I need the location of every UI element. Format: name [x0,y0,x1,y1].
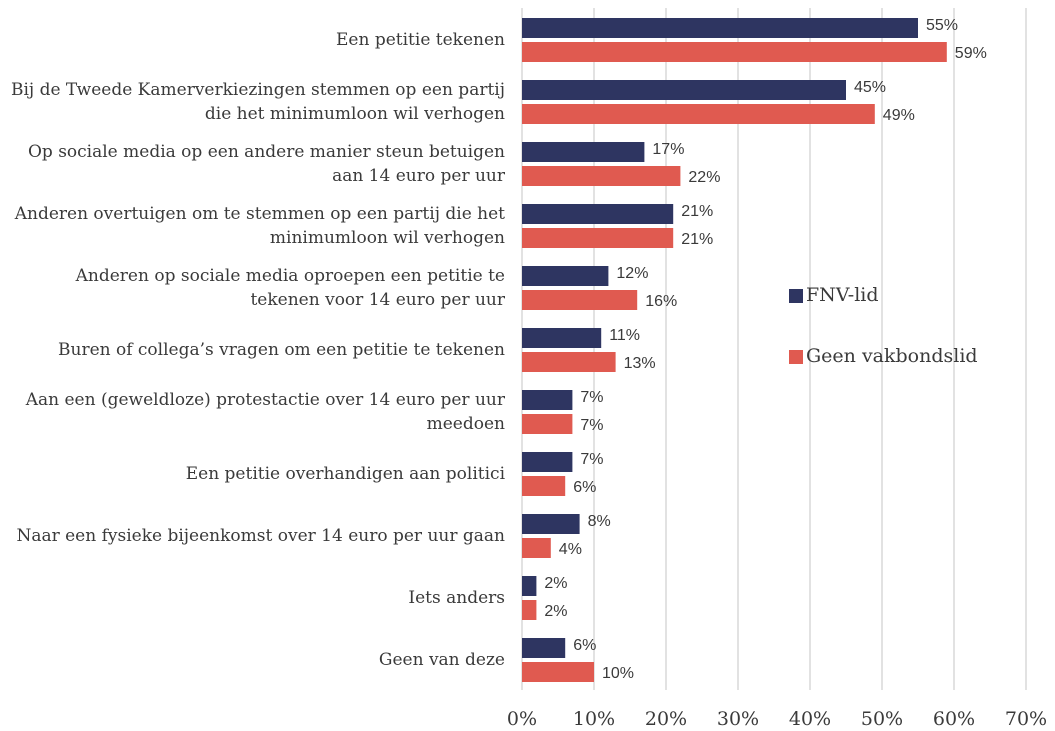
value-label: 6% [573,479,596,496]
value-label: 8% [588,513,611,530]
bar [522,142,645,162]
bar [522,538,551,558]
x-tick-label: 50% [861,708,903,730]
x-tick-label: 30% [717,708,759,730]
value-label: 7% [580,451,603,468]
bar [522,600,537,620]
category-label: Iets anders [408,588,505,608]
x-tick-label: 20% [645,708,687,730]
bar [522,576,537,596]
bar [522,290,638,310]
value-label: 2% [544,575,567,592]
x-tick-label: 0% [507,708,537,730]
bar [522,476,566,496]
value-label: 7% [580,417,603,434]
value-label: 45% [854,79,886,96]
bar [522,42,947,62]
value-label: 10% [602,665,634,682]
x-tick-label: 60% [933,708,975,730]
value-label: 55% [926,17,958,34]
bar [522,104,875,124]
legend-swatch [789,289,803,303]
bar [522,638,566,658]
bar [522,390,573,410]
bar [522,228,674,248]
category-label: Anderen op sociale media oproepen een pe… [75,266,505,310]
legend-swatch [789,350,803,364]
category-label: Anderen overtuigen om te stemmen op een … [14,204,505,248]
x-tick-label: 10% [573,708,615,730]
value-label: 6% [573,637,596,654]
bar [522,266,609,286]
category-label: Bij de Tweede Kamerverkiezingen stemmen … [10,80,505,124]
value-label: 17% [652,141,684,158]
bar [522,452,573,472]
value-label: 7% [580,389,603,406]
category-label: Geen van deze [378,650,505,670]
category-label: Een petitie tekenen [336,30,505,50]
x-tick-label: 40% [789,708,831,730]
legend-label: Geen vakbondslid [806,345,978,367]
bar [522,514,580,534]
value-label: 12% [616,265,648,282]
bar [522,414,573,434]
category-label: Buren of collega’s vragen om een petitie… [58,340,505,360]
value-label: 59% [955,45,987,62]
category-label: Op sociale media op een andere manier st… [27,142,505,186]
bar [522,662,594,682]
bar [522,204,674,224]
category-label: Aan een (geweldloze) protestactie over 1… [25,390,505,434]
value-label: 11% [609,327,640,344]
value-label: 22% [688,169,720,186]
value-label: 16% [645,293,677,310]
bar [522,80,846,100]
value-label: 13% [624,355,656,372]
category-label: Naar een fysieke bijeenkomst over 14 eur… [16,526,505,546]
bar [522,352,616,372]
value-label: 21% [681,203,713,220]
value-label: 21% [681,231,713,248]
bar [522,328,602,348]
legend-label: FNV-lid [806,284,879,306]
value-label: 2% [544,603,567,620]
category-label: Een petitie overhandigen aan politici [185,464,505,484]
x-tick-label: 70% [1005,708,1047,730]
bar [522,166,681,186]
bar [522,18,918,38]
value-label: 4% [559,541,582,558]
value-label: 49% [883,107,915,124]
